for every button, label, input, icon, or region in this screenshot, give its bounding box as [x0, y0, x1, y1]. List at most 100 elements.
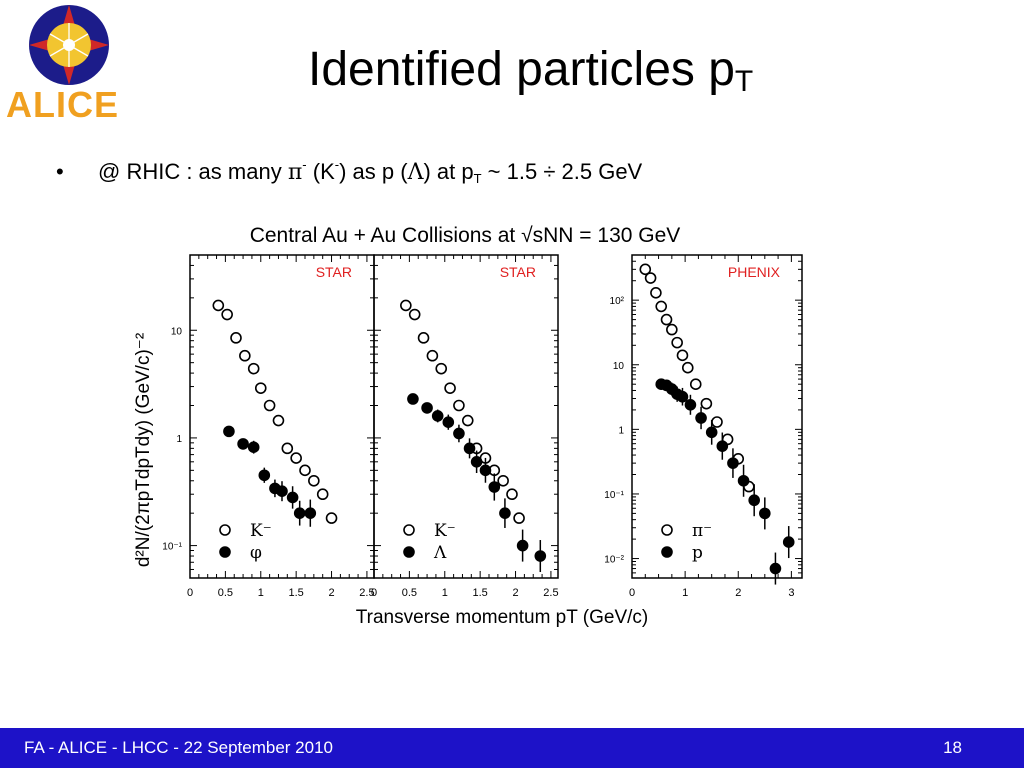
y-tick-label: 10⁻²: [604, 555, 624, 566]
data-point: [748, 494, 760, 507]
data-point: [426, 349, 439, 362]
title-subscript: T: [734, 65, 754, 98]
alice-emblem-icon: [29, 5, 109, 85]
y-tick-label: 10⁻¹: [604, 490, 624, 501]
title-main: Identified particles p: [308, 43, 735, 96]
data-point: [497, 474, 509, 487]
bullet-pt-sub: T: [473, 171, 482, 186]
data-point: [212, 299, 225, 312]
data-point: [639, 263, 652, 276]
data-point: [272, 414, 285, 427]
data-point: [254, 382, 267, 394]
y-tick-label: 10²: [610, 296, 625, 307]
footer-text: FA - ALICE - LHCC - 22 September 2010: [24, 738, 333, 757]
x-tick-label: 2.5: [359, 587, 374, 599]
data-point: [281, 442, 294, 455]
data-point: [655, 300, 668, 313]
data-point: [470, 456, 483, 468]
data-point: [453, 427, 465, 440]
legend-marker: [661, 524, 673, 536]
data-point: [488, 481, 501, 493]
data-point: [684, 398, 697, 411]
data-point: [221, 308, 233, 321]
data-point: [247, 362, 260, 375]
legend-marker: [219, 524, 231, 536]
x-tick-label: 1: [442, 587, 448, 599]
legend-marker: [403, 524, 415, 536]
data-point: [705, 426, 718, 439]
x-tick-label: 1.5: [473, 587, 488, 599]
bullet-lambda: Λ: [407, 160, 424, 185]
x-tick-label: 0: [187, 587, 193, 599]
x-tick-label: 2: [328, 587, 334, 599]
spectra-chart: Central Au + Au Collisions at √sNN = 130…: [133, 224, 803, 628]
data-point: [247, 441, 260, 454]
experiment-label: PHENIX: [728, 264, 781, 280]
data-point: [223, 425, 235, 438]
slide-title: Identified particles pT: [308, 40, 753, 106]
data-point: [263, 399, 276, 412]
legend-label: K⁻: [434, 521, 456, 541]
panel-frame: [631, 254, 803, 579]
data-point: [650, 286, 662, 299]
experiment-label: STAR: [500, 264, 536, 280]
data-point: [400, 299, 412, 312]
y-axis-label: d²N/(2πpTdpTdy) (GeV/c)⁻²: [133, 333, 154, 567]
x-axis-label: Transverse momentum pT (GeV/c): [356, 607, 648, 628]
x-tick-label: 0.5: [402, 587, 417, 599]
bullet-pi: π: [287, 160, 303, 185]
data-point: [782, 536, 795, 548]
bullet-point: • @ RHIC : as many π- (K-) as p (Λ) at pT…: [56, 150, 642, 194]
data-point: [435, 362, 448, 375]
data-point: [421, 402, 433, 414]
legend-marker: [661, 546, 673, 558]
data-point: [431, 410, 444, 422]
chart-title: Central Au + Au Collisions at √sNN = 130…: [250, 224, 681, 247]
bullet-pi-sup: -: [302, 157, 307, 172]
data-point: [442, 416, 455, 428]
legend-label: φ: [250, 543, 262, 563]
data-point: [276, 485, 288, 498]
bullet-text-4: ) at p: [423, 159, 474, 184]
data-point: [293, 507, 306, 519]
legend-label: Λ: [433, 543, 447, 563]
data-point: [316, 488, 329, 501]
bullet-text-5: ~ 1.5 ÷ 2.5 GeV: [481, 159, 643, 184]
data-point: [230, 332, 242, 344]
data-point: [258, 469, 271, 482]
data-point: [644, 272, 657, 284]
bullet-text-3: ) as p (: [339, 159, 408, 184]
data-point: [727, 457, 739, 469]
x-tick-label: 1: [682, 587, 688, 599]
data-point: [716, 440, 729, 452]
panel-2: 0 1 2 3 10² 10 1 10⁻¹ 10⁻² PHENIX π⁻p: [604, 254, 803, 599]
footer-bar: FA - ALICE - LHCC - 22 September 2010 18: [0, 728, 1024, 768]
panel-1: 0 0.5 1 1.5 2 2.5 STAR K⁻Λ: [371, 254, 559, 599]
x-tick-label: 3: [788, 587, 794, 599]
alice-logo: ALICE: [0, 0, 140, 125]
data-point: [237, 438, 249, 450]
data-point: [453, 399, 465, 412]
data-point: [506, 488, 518, 501]
legend-marker: [219, 546, 231, 558]
legend-label: p: [692, 543, 703, 563]
bullet-text-2: (K: [306, 159, 335, 184]
data-point: [444, 382, 456, 394]
data-point: [700, 397, 713, 410]
data-point: [681, 361, 694, 374]
x-tick-label: 2.5: [543, 587, 558, 599]
y-tick-label: 10⁻¹: [162, 542, 182, 553]
data-point: [239, 349, 251, 362]
data-point: [304, 507, 317, 519]
x-tick-label: 1: [258, 587, 264, 599]
data-point: [759, 507, 771, 520]
data-point: [299, 464, 311, 477]
data-point: [461, 414, 474, 427]
data-point: [660, 313, 673, 326]
data-point: [499, 507, 511, 519]
x-tick-label: 2: [512, 587, 518, 599]
x-tick-label: 0.5: [218, 587, 233, 599]
y-tick-label: 10: [171, 326, 183, 337]
y-tick-label: 1: [176, 434, 182, 445]
panel-frame: [373, 254, 559, 579]
